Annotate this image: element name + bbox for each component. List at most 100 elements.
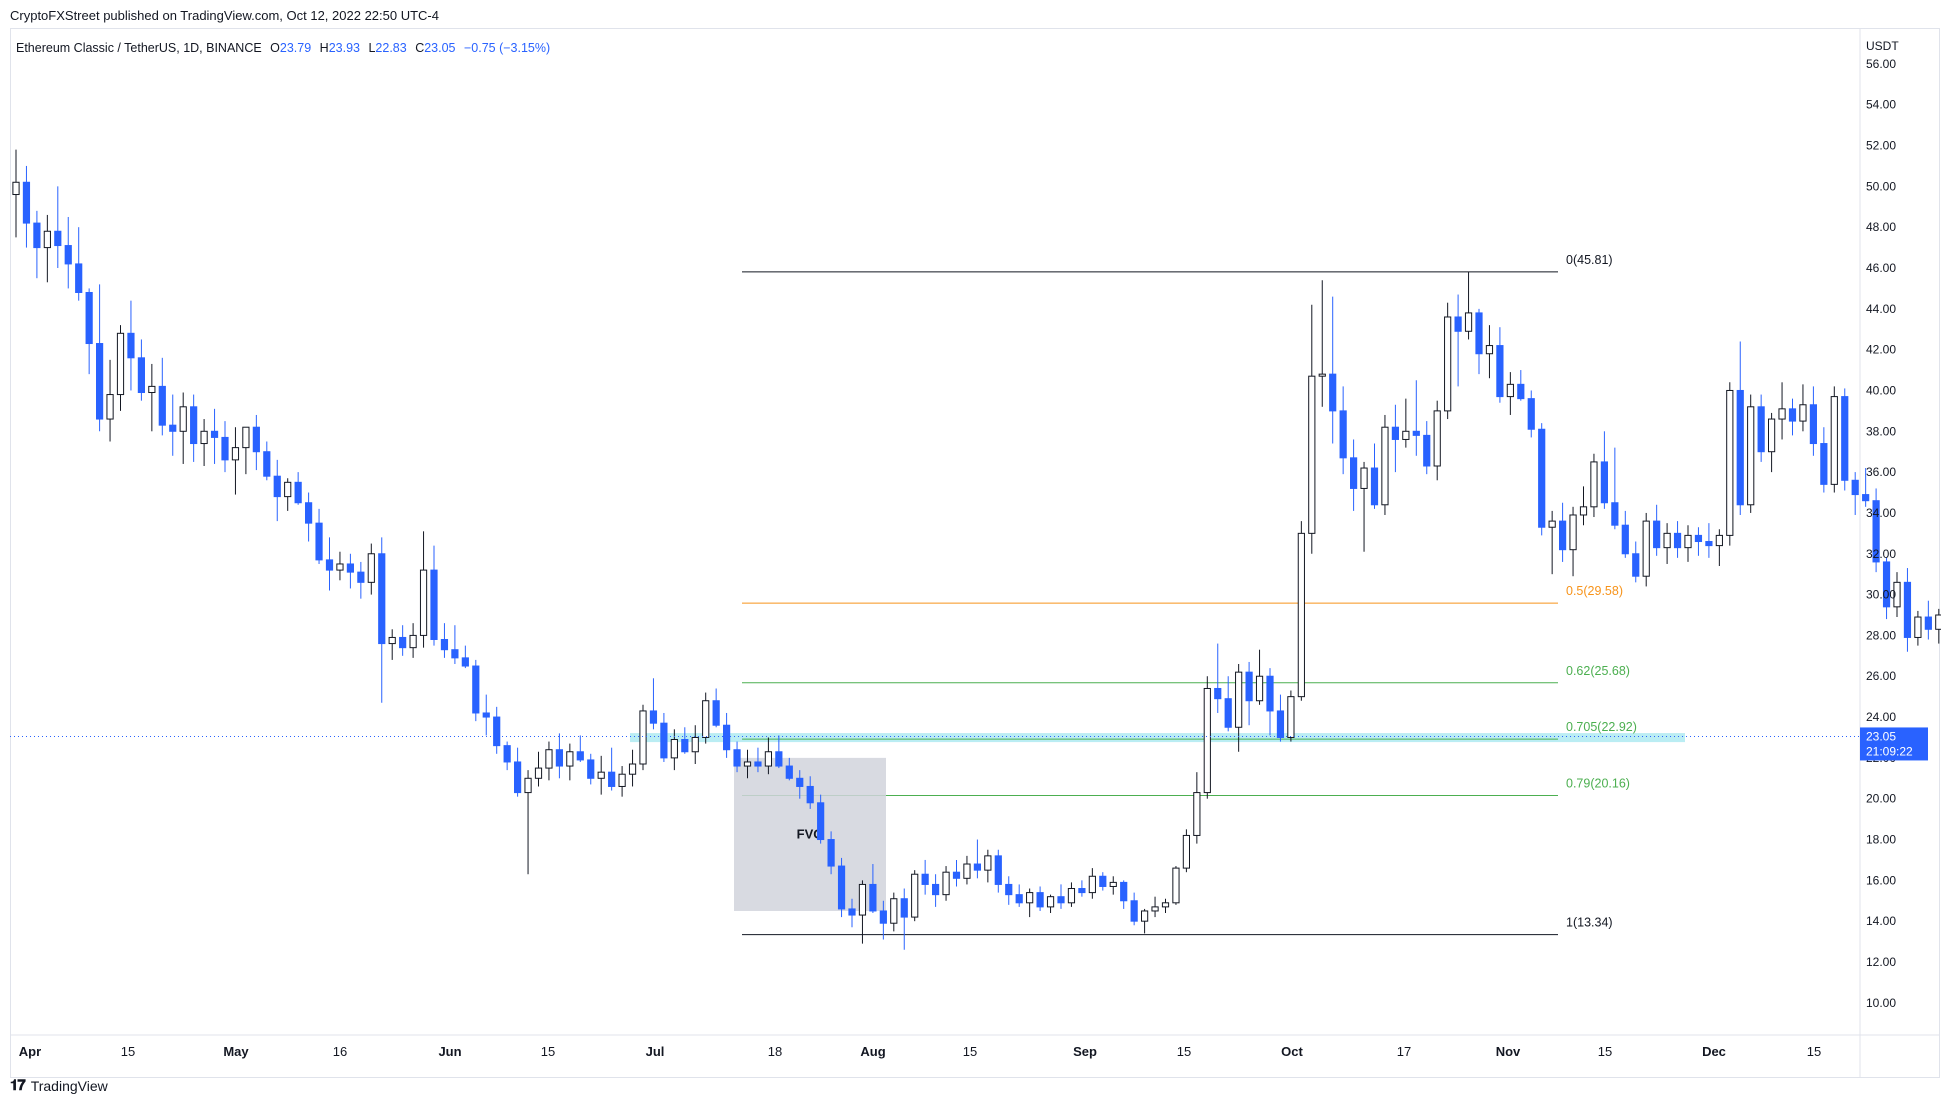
candle-body <box>1517 383 1525 400</box>
candle-down <box>54 186 62 268</box>
candle-down <box>493 706 501 754</box>
candle-body <box>1172 867 1180 904</box>
candle-down <box>378 537 386 703</box>
candle-body <box>43 230 51 249</box>
candle-body <box>1506 383 1514 398</box>
candle-down <box>1757 394 1765 462</box>
candle-up <box>963 855 971 885</box>
candle-up <box>1182 829 1191 873</box>
time-tick-label: Aug <box>860 1044 885 1059</box>
candle-body <box>190 406 198 445</box>
candle-down <box>1350 439 1358 511</box>
candle-body <box>1820 443 1828 485</box>
candle-body <box>681 739 689 753</box>
candle-body <box>1255 675 1264 702</box>
candle-up <box>858 880 867 944</box>
candle-body <box>1830 396 1838 485</box>
candle-down <box>221 421 229 473</box>
candle-body <box>1235 671 1243 728</box>
candle-up <box>1642 512 1650 587</box>
candle-body <box>1548 520 1556 528</box>
candle-body <box>1214 687 1222 700</box>
tradingview-brand-label: TradingView <box>30 1077 108 1094</box>
price-tick-label: 26.00 <box>1866 669 1896 683</box>
candle-body <box>1067 888 1076 904</box>
candle-up <box>1067 882 1076 907</box>
candle-down <box>1862 468 1870 507</box>
tradingview-brand[interactable]: 𝟏𝟕 TradingView <box>10 1077 108 1094</box>
fib-0705-zone <box>630 733 1685 743</box>
candle-up <box>1778 382 1786 440</box>
price-tick-label: 18.00 <box>1866 833 1896 847</box>
candle-body <box>1005 883 1013 896</box>
candle-body <box>273 475 281 498</box>
candle-down <box>1632 541 1640 583</box>
candle-body <box>33 222 41 249</box>
candle-body <box>754 761 762 767</box>
candle-up <box>231 427 240 495</box>
candle-down <box>817 794 825 844</box>
candle-up <box>1914 610 1922 646</box>
candle-down <box>1872 488 1880 573</box>
time-tick-label: May <box>223 1044 249 1059</box>
price-tick-label: 40.00 <box>1866 383 1896 397</box>
candle-body <box>1078 888 1086 894</box>
candle-body <box>1423 434 1431 467</box>
candle-body <box>169 424 177 432</box>
candle-up <box>388 629 396 660</box>
candle-body <box>1088 875 1096 894</box>
price-tick-label: 36.00 <box>1866 465 1896 479</box>
candle-body <box>1287 696 1295 738</box>
candle-body <box>576 751 584 761</box>
candle-body <box>493 716 501 747</box>
candle-down <box>754 747 762 773</box>
candle-down <box>440 623 449 658</box>
candle-up <box>1360 461 1368 552</box>
candle-body <box>618 773 626 787</box>
candle-down <box>1496 327 1504 403</box>
candle-up <box>1715 529 1723 567</box>
high-value: 23.93 <box>329 41 360 55</box>
candle-body <box>566 751 574 767</box>
candle-body <box>1862 494 1870 502</box>
candle-down <box>1882 557 1891 620</box>
candle-body <box>127 332 135 359</box>
candle-up <box>524 770 532 875</box>
candle-body <box>723 724 731 751</box>
candle-up <box>1203 676 1211 799</box>
candle-up <box>1151 896 1159 918</box>
price-tick-label: 44.00 <box>1866 302 1896 316</box>
price-tick-label: 28.00 <box>1866 628 1896 642</box>
candle-down <box>723 712 731 758</box>
candle-down <box>775 735 783 769</box>
candle-up <box>1433 400 1441 481</box>
candle-body <box>1642 520 1650 577</box>
candle-body <box>827 839 835 867</box>
candle-body <box>1872 500 1880 563</box>
candle-down <box>1015 884 1023 907</box>
candle-up <box>1506 372 1514 415</box>
candle-down <box>1245 661 1253 726</box>
symbol-name: Ethereum Classic / TetherUS, 1D, BINANCE <box>16 41 262 55</box>
candle-body <box>1464 312 1473 332</box>
candle-down <box>96 284 104 432</box>
candle-body <box>1297 532 1305 698</box>
candle-down <box>921 859 929 895</box>
candle-body <box>263 451 271 477</box>
candle-body <box>890 898 898 924</box>
candle-body <box>1151 906 1159 912</box>
candle-up <box>1287 690 1295 742</box>
price-axis-unit: USDT <box>1866 39 1899 53</box>
candle-down <box>1224 676 1232 732</box>
fib-level-label: 1(13.34) <box>1566 916 1613 930</box>
candle-up <box>1297 521 1305 701</box>
candle-up <box>106 359 114 442</box>
candle-up <box>1046 894 1055 914</box>
candle-up <box>43 214 51 283</box>
candle-down <box>712 688 720 728</box>
candle-down <box>587 753 595 785</box>
close-value: 23.05 <box>424 41 455 55</box>
price-tick-label: 34.00 <box>1866 506 1896 520</box>
candle-body <box>587 759 595 779</box>
